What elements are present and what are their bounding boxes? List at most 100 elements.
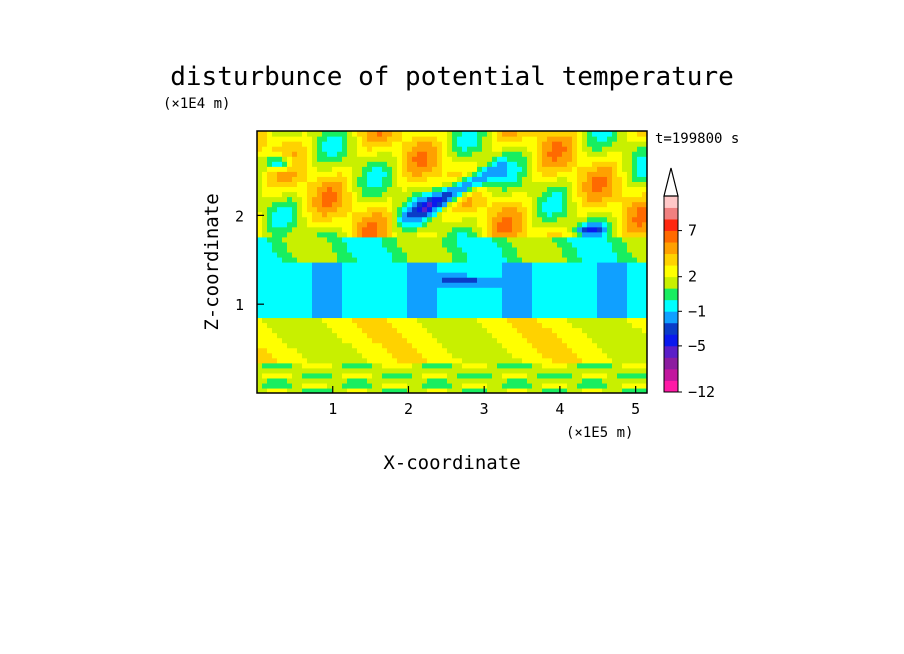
field-cell — [597, 302, 603, 308]
field-cell — [322, 196, 328, 203]
field-cell — [642, 317, 647, 324]
field-cell — [497, 372, 503, 379]
field-cell — [502, 131, 508, 137]
field-cell — [632, 251, 638, 258]
field-cell — [637, 347, 643, 354]
field-cell — [427, 146, 433, 152]
field-cell — [312, 206, 318, 213]
field-cell — [372, 181, 378, 188]
field-cell — [597, 146, 603, 152]
field-cell — [262, 387, 268, 393]
field-cell — [507, 387, 513, 393]
field-cell — [572, 352, 578, 359]
field-cell — [642, 362, 647, 369]
colorbar-tick-label: −5 — [688, 337, 706, 355]
field-cell — [287, 216, 293, 223]
field-cell — [332, 347, 338, 354]
field-cell — [502, 236, 508, 243]
field-cell — [512, 367, 518, 374]
field-cell — [487, 347, 493, 354]
field-cell — [272, 367, 278, 374]
field-cell — [347, 186, 353, 193]
field-cell — [457, 136, 463, 142]
field-cell — [582, 226, 588, 233]
field-cell — [412, 292, 418, 298]
field-cell — [407, 352, 413, 359]
field-cell — [512, 221, 518, 228]
field-cell — [437, 357, 443, 364]
field-cell — [257, 382, 263, 389]
field-cell — [387, 236, 393, 243]
field-cell — [407, 307, 413, 313]
field-cell — [257, 131, 263, 137]
field-cell — [397, 191, 403, 198]
field-cell — [377, 161, 383, 167]
field-cell — [422, 176, 428, 182]
field-cell — [402, 327, 408, 334]
field-cell — [597, 156, 603, 162]
field-cell — [622, 176, 628, 182]
field-cell — [617, 156, 623, 162]
field-cell — [542, 161, 548, 167]
field-cell — [577, 236, 583, 243]
field-cell — [587, 196, 593, 203]
field-cell — [507, 136, 513, 142]
field-cell — [587, 206, 593, 213]
field-cell — [457, 277, 463, 283]
field-cell — [312, 287, 318, 293]
field-cell — [497, 181, 503, 188]
field-cell — [612, 201, 618, 208]
field-cell — [462, 262, 468, 268]
field-cell — [637, 246, 643, 253]
field-cell — [462, 332, 468, 339]
field-cell — [297, 241, 303, 248]
field-cell — [357, 231, 363, 238]
field-cell — [547, 251, 553, 258]
field-cell — [417, 332, 423, 339]
field-cell — [277, 312, 283, 319]
field-cell — [347, 256, 353, 263]
field-cell — [617, 292, 623, 298]
field-cell — [462, 362, 468, 369]
field-cell — [552, 267, 558, 273]
field-cell — [372, 176, 378, 182]
field-cell — [517, 196, 523, 203]
field-cell — [262, 241, 268, 248]
field-cell — [277, 216, 283, 223]
field-cell — [312, 246, 318, 253]
field-cell — [487, 186, 493, 193]
field-cell — [427, 312, 433, 319]
field-cell — [302, 236, 308, 243]
field-cell — [522, 367, 528, 374]
field-cell — [572, 231, 578, 238]
field-cell — [557, 342, 563, 349]
field-cell — [282, 277, 288, 283]
field-cell — [632, 181, 638, 188]
field-cell — [477, 342, 483, 349]
field-cell — [262, 382, 268, 389]
field-cell — [312, 186, 318, 193]
field-cell — [422, 191, 428, 198]
field-cell — [397, 226, 403, 233]
field-cell — [367, 327, 373, 334]
field-cell — [502, 156, 508, 162]
field-cell — [267, 342, 273, 349]
field-cell — [482, 367, 488, 374]
field-cell — [342, 236, 348, 243]
field-cell — [592, 156, 598, 162]
field-cell — [407, 211, 413, 218]
field-cell — [377, 181, 383, 188]
field-cell — [412, 362, 418, 369]
field-cell — [627, 216, 633, 223]
field-cell — [522, 287, 528, 293]
field-cell — [462, 382, 468, 389]
field-cell — [282, 166, 288, 172]
field-cell — [547, 151, 553, 157]
field-cell — [347, 302, 353, 308]
field-cell — [302, 272, 308, 278]
field-cell — [482, 196, 488, 203]
field-cell — [397, 357, 403, 364]
field-cell — [607, 181, 613, 188]
field-cell — [492, 161, 498, 167]
field-cell — [597, 141, 603, 147]
